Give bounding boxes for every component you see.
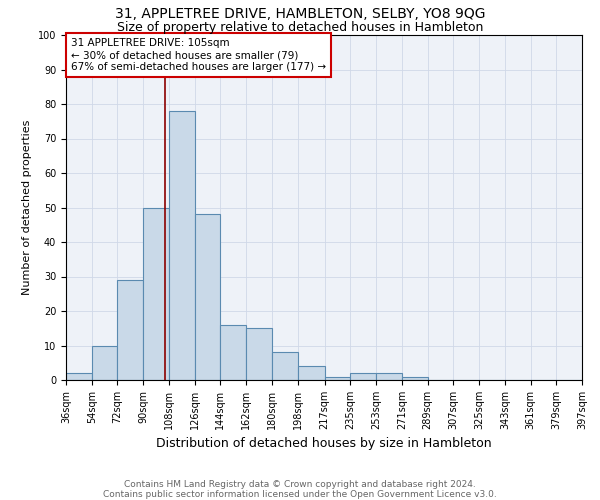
Bar <box>325 376 350 380</box>
Bar <box>246 328 272 380</box>
Text: 31, APPLETREE DRIVE, HAMBLETON, SELBY, YO8 9QG: 31, APPLETREE DRIVE, HAMBLETON, SELBY, Y… <box>115 8 485 22</box>
Bar <box>298 366 325 380</box>
Bar <box>350 373 376 380</box>
Bar <box>194 214 220 380</box>
Bar <box>272 352 298 380</box>
X-axis label: Distribution of detached houses by size in Hambleton: Distribution of detached houses by size … <box>156 438 492 450</box>
Bar <box>402 376 428 380</box>
Bar <box>118 280 143 380</box>
Y-axis label: Number of detached properties: Number of detached properties <box>22 120 32 295</box>
Text: Contains HM Land Registry data © Crown copyright and database right 2024.
Contai: Contains HM Land Registry data © Crown c… <box>103 480 497 499</box>
Bar <box>143 208 169 380</box>
Text: Size of property relative to detached houses in Hambleton: Size of property relative to detached ho… <box>117 21 483 34</box>
Text: 31 APPLETREE DRIVE: 105sqm
← 30% of detached houses are smaller (79)
67% of semi: 31 APPLETREE DRIVE: 105sqm ← 30% of deta… <box>71 38 326 72</box>
Bar <box>169 111 194 380</box>
Bar <box>66 373 92 380</box>
Bar <box>92 346 118 380</box>
Bar <box>220 325 246 380</box>
Bar <box>376 373 402 380</box>
